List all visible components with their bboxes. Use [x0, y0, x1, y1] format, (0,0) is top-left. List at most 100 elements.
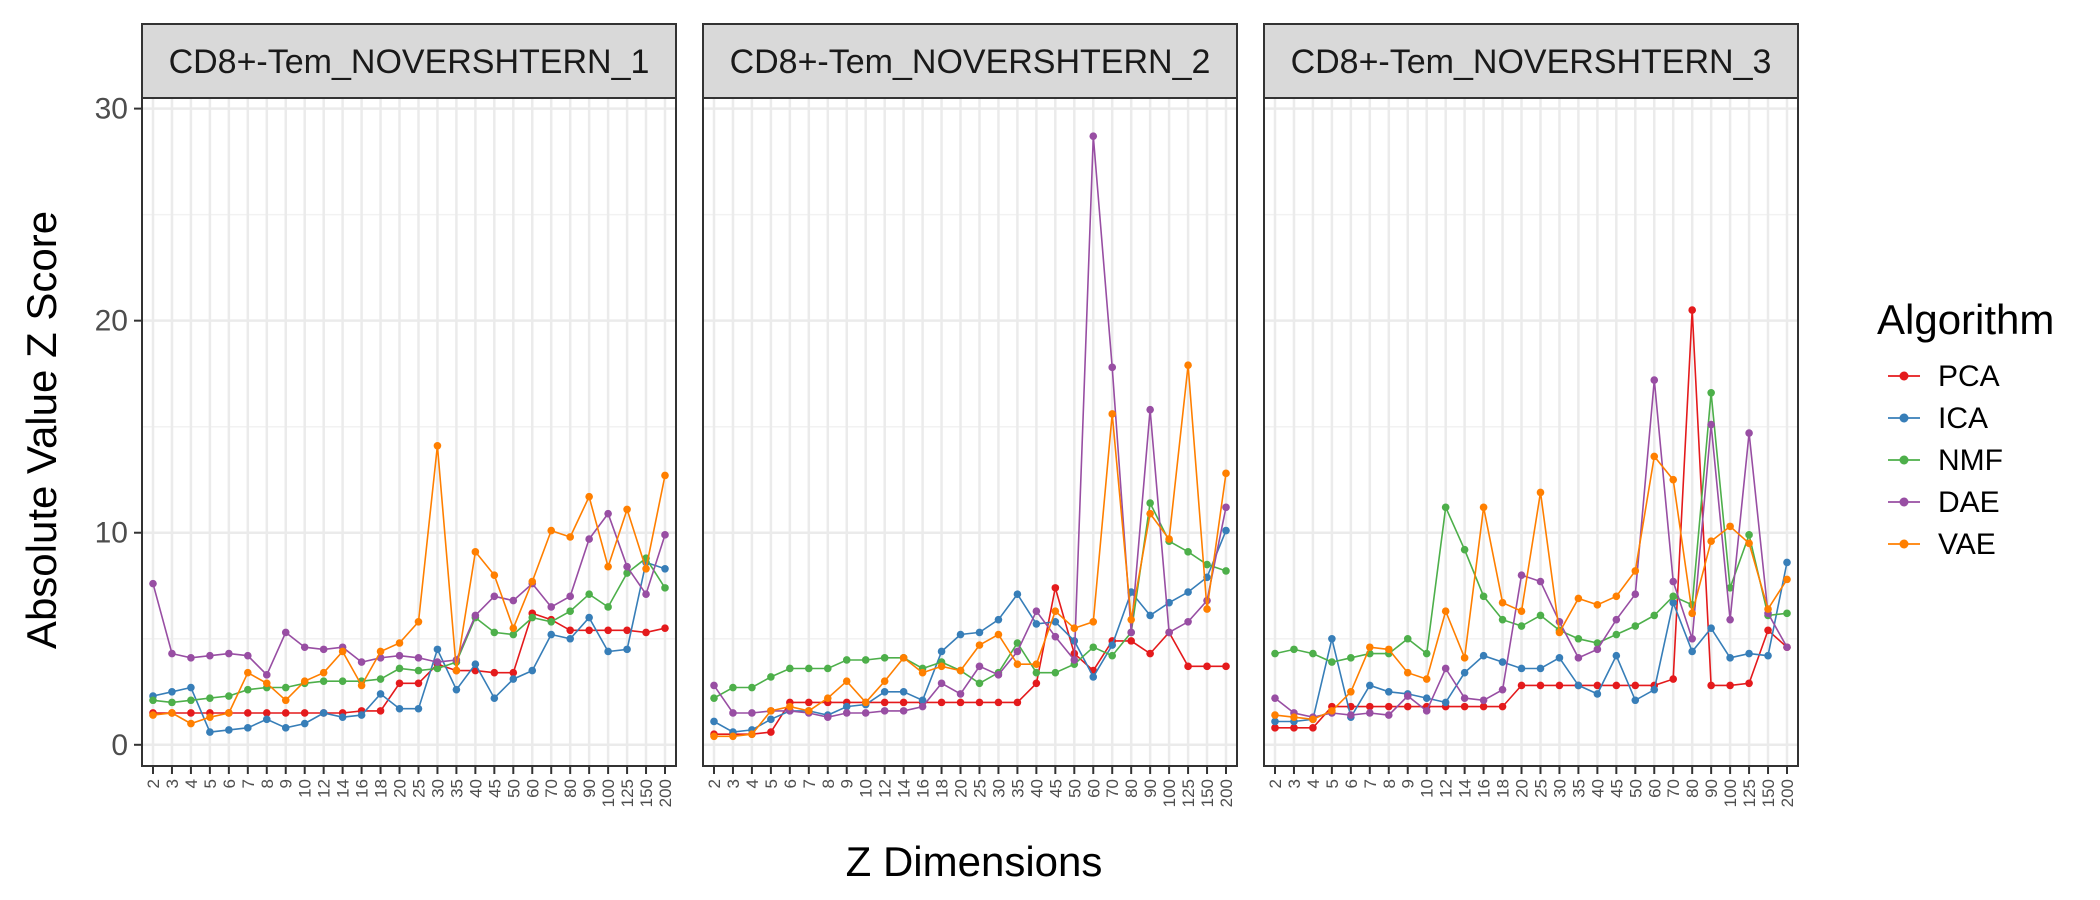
x-tick-label: 200: [1217, 779, 1236, 807]
data-point-dae: [1726, 615, 1734, 624]
data-point-ica: [1498, 658, 1507, 666]
data-point-dae: [1070, 656, 1079, 664]
data-point-vae: [566, 533, 574, 541]
data-point-nmf: [1089, 643, 1098, 652]
data-point-dae: [642, 590, 650, 599]
data-point-dae: [1745, 429, 1753, 437]
data-point-nmf: [1146, 499, 1154, 507]
data-point-vae: [319, 668, 328, 677]
data-point-ica: [338, 713, 347, 722]
data-point-vae: [338, 647, 347, 656]
data-point-pca: [1127, 637, 1135, 645]
x-tick-label: 45: [1046, 779, 1065, 798]
data-point-dae: [357, 658, 366, 666]
x-tick-label: 14: [895, 779, 914, 798]
data-point-ica: [585, 613, 593, 622]
x-tick-label: 10: [1418, 779, 1437, 798]
y-tick-label: 20: [95, 305, 128, 338]
data-point-vae: [1070, 624, 1079, 632]
data-point-dae: [1403, 692, 1412, 700]
data-point-pca: [1593, 681, 1602, 690]
data-point-pca: [1309, 724, 1317, 732]
data-point-nmf: [1184, 548, 1192, 556]
data-point-dae: [1089, 132, 1098, 140]
data-point-dae: [956, 690, 965, 698]
data-point-pca: [1707, 681, 1715, 690]
data-point-ica: [1013, 590, 1022, 599]
data-point-ica: [975, 628, 984, 637]
data-point-dae: [1498, 685, 1507, 694]
data-point-ica: [1479, 651, 1488, 660]
data-point-nmf: [168, 698, 176, 707]
data-point-vae: [1707, 537, 1715, 546]
data-point-nmf: [225, 692, 233, 700]
data-point-vae: [1165, 535, 1173, 543]
data-point-ica: [1366, 681, 1374, 690]
data-point-vae: [1612, 592, 1621, 601]
data-point-vae: [1384, 645, 1393, 654]
data-point-ica: [168, 687, 176, 696]
data-point-vae: [805, 707, 813, 715]
data-point-dae: [1184, 617, 1192, 626]
legend-label: NMF: [1938, 444, 2003, 477]
x-tick-label: 125: [1740, 779, 1759, 807]
data-point-nmf: [490, 628, 499, 637]
data-point-vae: [994, 630, 1003, 639]
data-point-dae: [1707, 420, 1715, 429]
x-tick-label: 7: [239, 779, 258, 788]
legend-key-point: [1899, 455, 1909, 465]
data-point-dae: [1536, 577, 1545, 586]
panel-border: [141, 97, 677, 767]
data-point-nmf: [244, 685, 252, 694]
data-point-nmf: [566, 607, 574, 615]
legend: Algorithm PCA ICA NMF DAE VAE: [1877, 296, 2054, 561]
data-point-vae: [623, 505, 631, 514]
data-point-vae: [1328, 707, 1336, 715]
data-point-dae: [490, 592, 499, 601]
data-point-ica: [604, 647, 612, 656]
data-point-nmf: [509, 630, 518, 639]
data-point-pca: [395, 679, 404, 688]
x-tick-label: 4: [1304, 779, 1323, 788]
data-point-pca: [805, 698, 813, 707]
data-point-dae: [395, 651, 404, 660]
data-point-ica: [1726, 654, 1734, 662]
facet-strip-title: CD8+-Tem_NOVERSHTERN_2: [730, 43, 1211, 81]
x-tick-label: 8: [819, 779, 838, 788]
legend-label: DAE: [1938, 486, 2000, 519]
data-point-vae: [1032, 660, 1041, 669]
data-point-vae: [1108, 410, 1117, 418]
x-tick-label: 18: [933, 779, 952, 798]
data-point-ica: [1441, 698, 1450, 707]
data-point-ica: [1593, 690, 1602, 698]
data-point-vae: [748, 730, 756, 738]
data-point-dae: [729, 709, 737, 717]
x-tick-label: 60: [1645, 779, 1664, 798]
data-point-vae: [1726, 522, 1734, 531]
x-tick-label: 40: [1588, 779, 1607, 798]
data-point-dae: [433, 658, 442, 666]
data-point-pca: [1669, 675, 1678, 683]
data-point-nmf: [1726, 584, 1734, 592]
data-point-ica: [1146, 611, 1154, 620]
x-tick-label: 70: [1664, 779, 1683, 798]
data-point-nmf: [1707, 388, 1715, 397]
data-point-ica: [994, 615, 1003, 624]
data-point-ica: [452, 685, 461, 694]
data-point-ica: [357, 711, 366, 719]
data-point-vae: [918, 668, 927, 677]
data-point-nmf: [1290, 645, 1298, 654]
data-point-vae: [1309, 715, 1317, 724]
panel-border: [1263, 97, 1799, 767]
data-point-dae: [281, 628, 290, 637]
data-point-nmf: [1631, 622, 1640, 630]
data-point-nmf: [1422, 649, 1431, 658]
x-tick-label: 9: [1399, 779, 1418, 788]
data-point-vae: [1593, 601, 1602, 609]
data-point-vae: [187, 719, 195, 728]
x-tick-label: 30: [1550, 779, 1569, 798]
data-point-nmf: [1051, 668, 1060, 677]
x-tick-label: 25: [971, 779, 990, 798]
